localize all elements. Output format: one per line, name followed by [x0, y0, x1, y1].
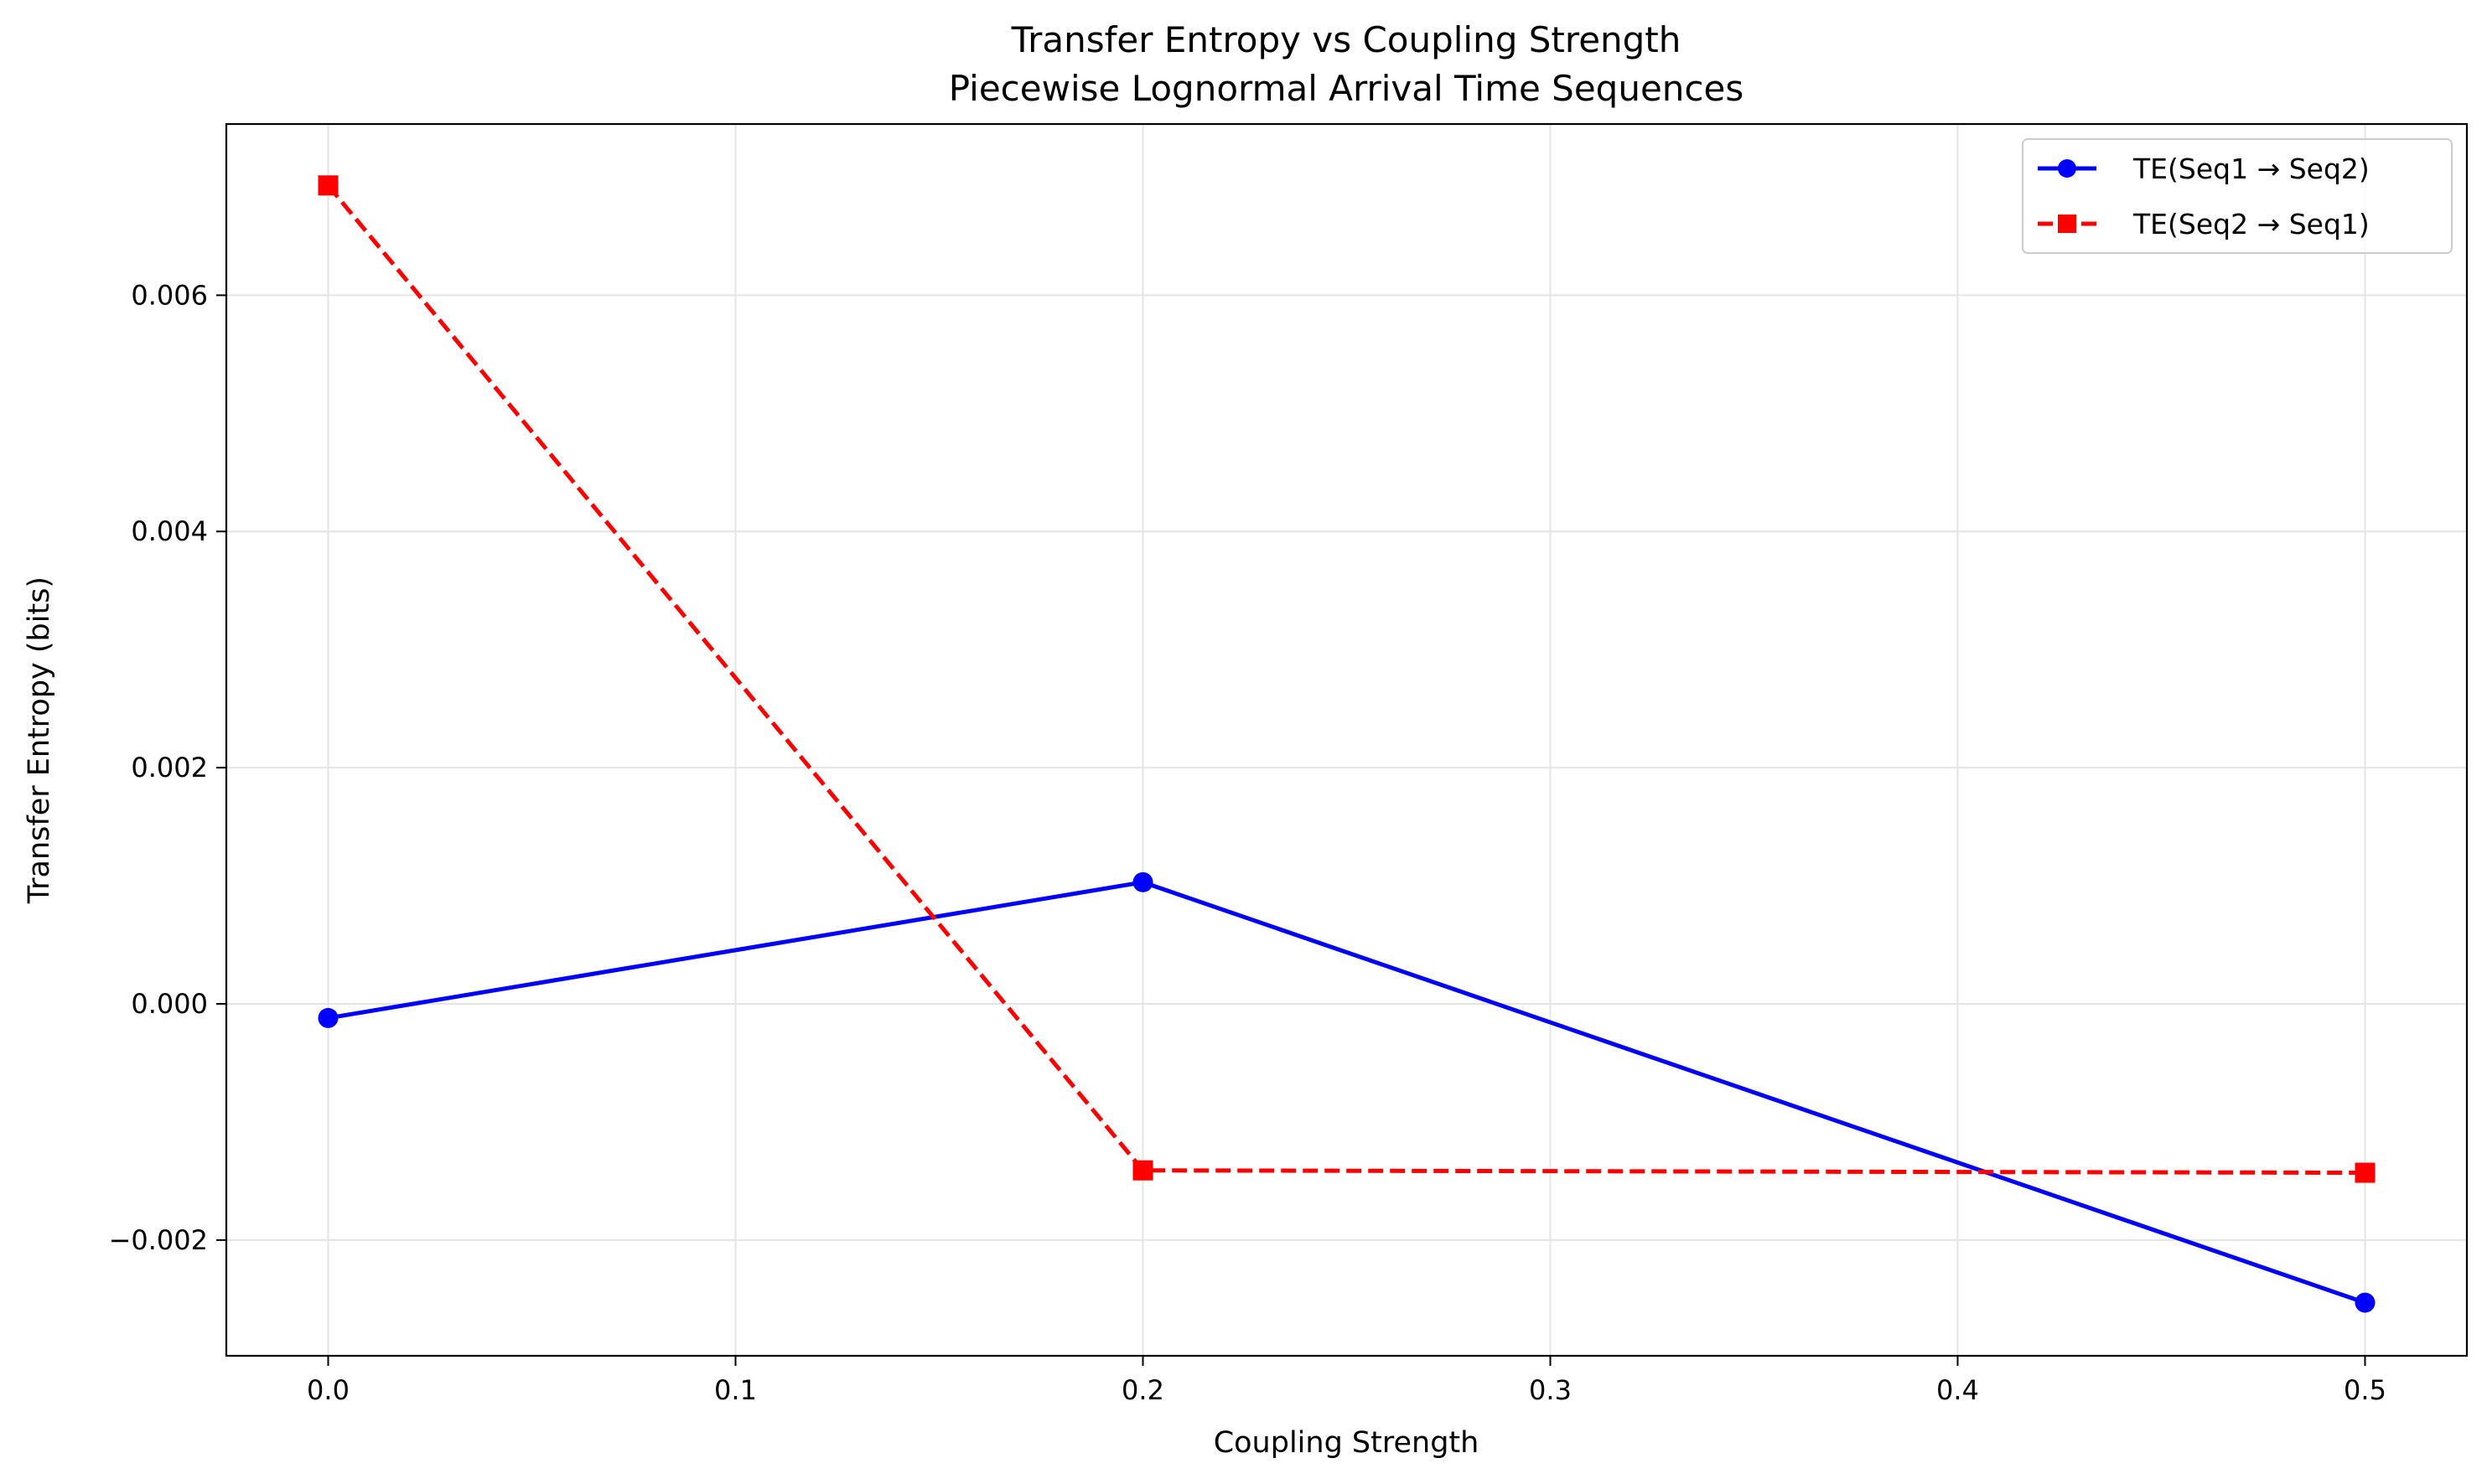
data-point-square — [2355, 1162, 2376, 1183]
series-layer — [318, 175, 2376, 1313]
data-point-square — [318, 175, 339, 196]
y-tick-label: 0.004 — [131, 515, 208, 547]
x-axis-title: Coupling Strength — [1214, 1426, 1479, 1460]
chart-title: Transfer Entropy vs Coupling Strength — [1011, 19, 1681, 60]
legend: TE(Seq1 → Seq2) TE(Seq2 → Seq1) — [2022, 138, 2453, 254]
y-tick-label: 0.006 — [131, 279, 208, 311]
x-tick-label: 0.0 — [307, 1374, 350, 1406]
y-tick-label: 0.002 — [131, 752, 208, 783]
data-point-circle — [1132, 871, 1153, 892]
x-tick-label: 0.2 — [1122, 1374, 1164, 1406]
y-tick-label: 0.000 — [131, 988, 208, 1020]
plot-frame — [225, 122, 2469, 1357]
axis-ticks: 0.0 0.1 0.2 0.3 0.4 0.5 −0.002 0.000 0.002 0.004 0… — [109, 279, 2386, 1406]
x-tick-label: 0.5 — [2344, 1374, 2386, 1406]
data-point-circle — [318, 1007, 339, 1028]
data-point-square — [1132, 1160, 1153, 1181]
y-tick-label: −0.002 — [109, 1224, 208, 1256]
legend-box — [2022, 138, 2453, 254]
chart-subtitle: Piecewise Lognormal Arrival Time Sequenc… — [949, 68, 1743, 109]
legend-label-seq2-to-seq1: TE(Seq2 → Seq1) — [2132, 208, 2370, 240]
x-tick-label: 0.4 — [1936, 1374, 1979, 1406]
legend-marker-square — [2058, 215, 2076, 233]
data-point-circle — [2355, 1292, 2376, 1313]
grid-lines — [226, 124, 2467, 1356]
legend-marker-circle — [2058, 159, 2076, 178]
legend-label-seq1-to-seq2: TE(Seq1 → Seq2) — [2132, 153, 2370, 185]
x-tick-label: 0.1 — [714, 1374, 757, 1406]
y-axis-title: Transfer Entropy (bits) — [23, 577, 56, 904]
x-tick-label: 0.3 — [1529, 1374, 1572, 1406]
